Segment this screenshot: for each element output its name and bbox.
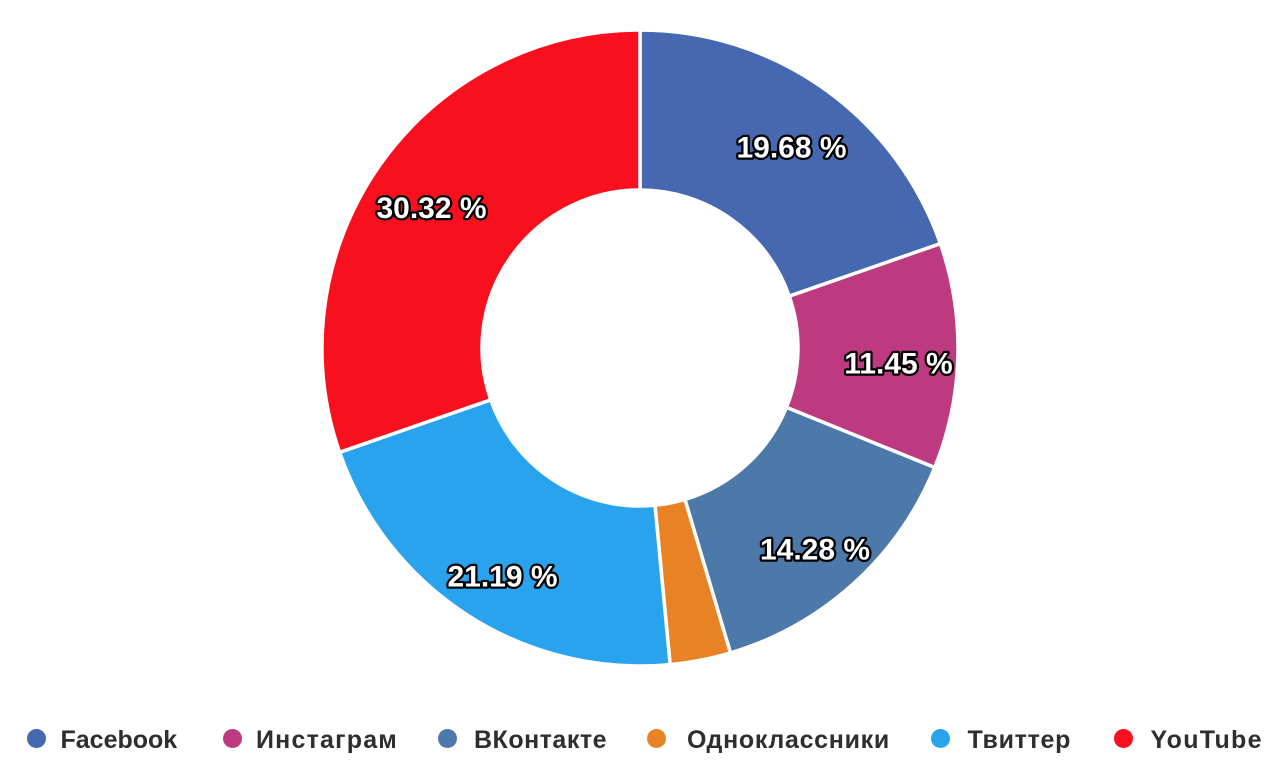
svg-text:14.28 %: 14.28 % [760, 534, 870, 567]
svg-text:19.68 %: 19.68 % [736, 132, 846, 165]
svg-text:30.32 %: 30.32 % [376, 192, 486, 225]
svg-text:11.45 %: 11.45 % [844, 348, 952, 381]
svg-text:21.19 %: 21.19 % [447, 561, 557, 594]
